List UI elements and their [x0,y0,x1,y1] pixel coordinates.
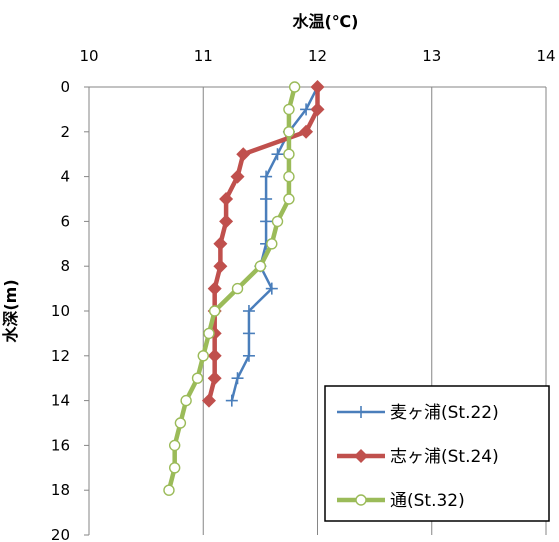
diamond-marker [219,214,234,229]
plus-marker [300,103,313,116]
plus-marker [355,406,367,418]
circle-marker [208,305,221,317]
circle-marker [283,103,295,116]
plus-marker [265,282,278,295]
y-tick-label: 8 [60,257,70,275]
y-tick-label: 20 [51,526,70,542]
x-tick-label: 14 [536,47,555,65]
circle-marker [254,260,267,272]
legend-label: 志ヶ浦(St.24) [390,447,499,467]
y-tick-label: 6 [60,212,70,230]
circle-marker [197,350,209,362]
diamond-marker [236,147,251,162]
y-tick-label: 14 [51,392,70,410]
circle-marker [266,238,278,250]
plus-marker [260,193,273,205]
x-tick-label: 13 [422,47,441,65]
axes: 水温(℃) 水深(m) 10 11 12 13 14 0 2 4 6 8 10 12 14 16 18 20 [1,12,556,542]
diamond-marker [207,281,222,296]
plus-marker [260,170,273,183]
diamond-marker [230,169,245,184]
diamond-marker [354,449,368,463]
x-tick-label: 12 [308,47,327,65]
legend: 麦ヶ浦(St.22) 志ヶ浦(St.24) 通(St.32) [324,385,550,522]
circle-marker [168,462,181,474]
circle-marker [191,372,204,384]
y-tick-label: 0 [60,78,70,96]
y-tick-label: 12 [51,347,70,365]
plus-marker [242,327,255,340]
circle-marker [283,148,295,160]
legend-label: 麦ヶ浦(St.22) [390,403,499,423]
circle-marker [288,81,301,93]
diamond-marker [207,348,222,363]
series-3 [163,81,301,496]
plus-marker [260,215,273,228]
circle-marker [283,193,295,205]
y-tick-label: 10 [51,302,70,320]
y-axis-title: 水深(m) [1,279,20,342]
diamond-marker [310,102,325,117]
x-axis-title: 水温(℃) [292,12,358,31]
plus-marker [242,349,255,362]
plus-marker [225,394,238,407]
diamond-marker [310,80,325,94]
diamond-marker [213,236,228,251]
circle-marker [283,126,295,138]
circle-marker [168,439,181,452]
y-tick-label: 18 [51,481,70,499]
diamond-marker [207,371,222,386]
circle-marker [174,417,187,429]
y-tick-label: 4 [60,168,70,186]
diamond-marker [213,259,228,274]
y-tick-label: 16 [51,436,70,454]
legend-label: 通(St.32) [390,491,465,511]
circle-marker [355,494,367,506]
y-tick-label: 2 [60,123,70,141]
plus-marker [231,372,244,385]
x-tick-label: 10 [79,47,98,65]
circle-marker [283,170,295,183]
circle-marker [180,394,192,407]
circle-marker [163,484,175,496]
circle-marker [231,282,244,295]
plus-marker [242,305,255,317]
plus-marker [271,148,284,161]
diamond-marker [299,124,314,139]
x-tick-label: 11 [194,47,213,65]
circle-marker [203,327,215,340]
series [163,80,325,496]
circle-marker [271,215,284,228]
diamond-marker [219,192,234,206]
diamond-marker [201,393,216,408]
